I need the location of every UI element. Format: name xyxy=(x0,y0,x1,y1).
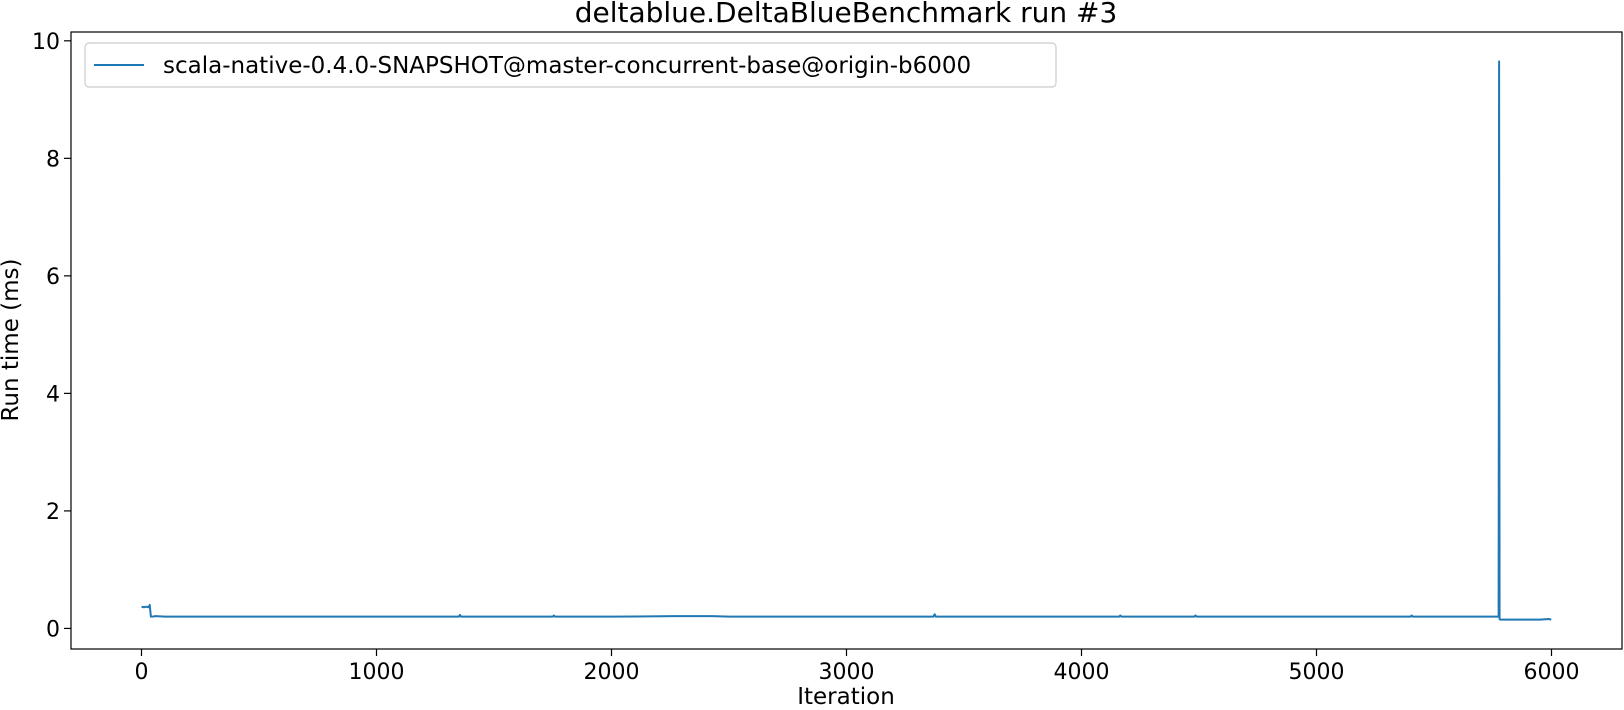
series-line-0 xyxy=(141,60,1552,621)
y-tick-label: 6 xyxy=(46,265,60,290)
legend-box xyxy=(84,42,1057,88)
y-axis-label: Run time (ms) xyxy=(0,258,24,421)
x-axis-label: Iteration xyxy=(797,684,895,710)
series-layer xyxy=(141,60,1552,621)
plot-area xyxy=(70,31,1623,650)
x-tick-label: 0 xyxy=(135,660,149,685)
x-tick-label: 1000 xyxy=(349,660,405,685)
x-tick-label: 2000 xyxy=(584,660,640,685)
plot-frame xyxy=(70,31,1623,650)
x-tick-label: 6000 xyxy=(1524,660,1580,685)
y-tick-label: 10 xyxy=(32,30,60,55)
legend-label: scala-native-0.4.0-SNAPSHOT@master-concu… xyxy=(163,53,971,79)
x-tick-label: 3000 xyxy=(819,660,875,685)
x-tick-label: 5000 xyxy=(1289,660,1345,685)
chart-title: deltablue.DeltaBlueBenchmark run #3 xyxy=(575,0,1118,29)
y-tick-label: 0 xyxy=(46,617,60,642)
y-tick-label: 8 xyxy=(46,147,60,172)
y-tick-label: 2 xyxy=(46,500,60,525)
y-tick-label: 4 xyxy=(46,382,60,407)
x-tick-label: 4000 xyxy=(1054,660,1110,685)
y-axis-ticks: 0 2 4 6 8 10 xyxy=(32,30,71,642)
legend: scala-native-0.4.0-SNAPSHOT@master-concu… xyxy=(84,42,1057,88)
x-axis-ticks: 0 1000 2000 3000 4000 5000 6000 xyxy=(135,649,1580,685)
